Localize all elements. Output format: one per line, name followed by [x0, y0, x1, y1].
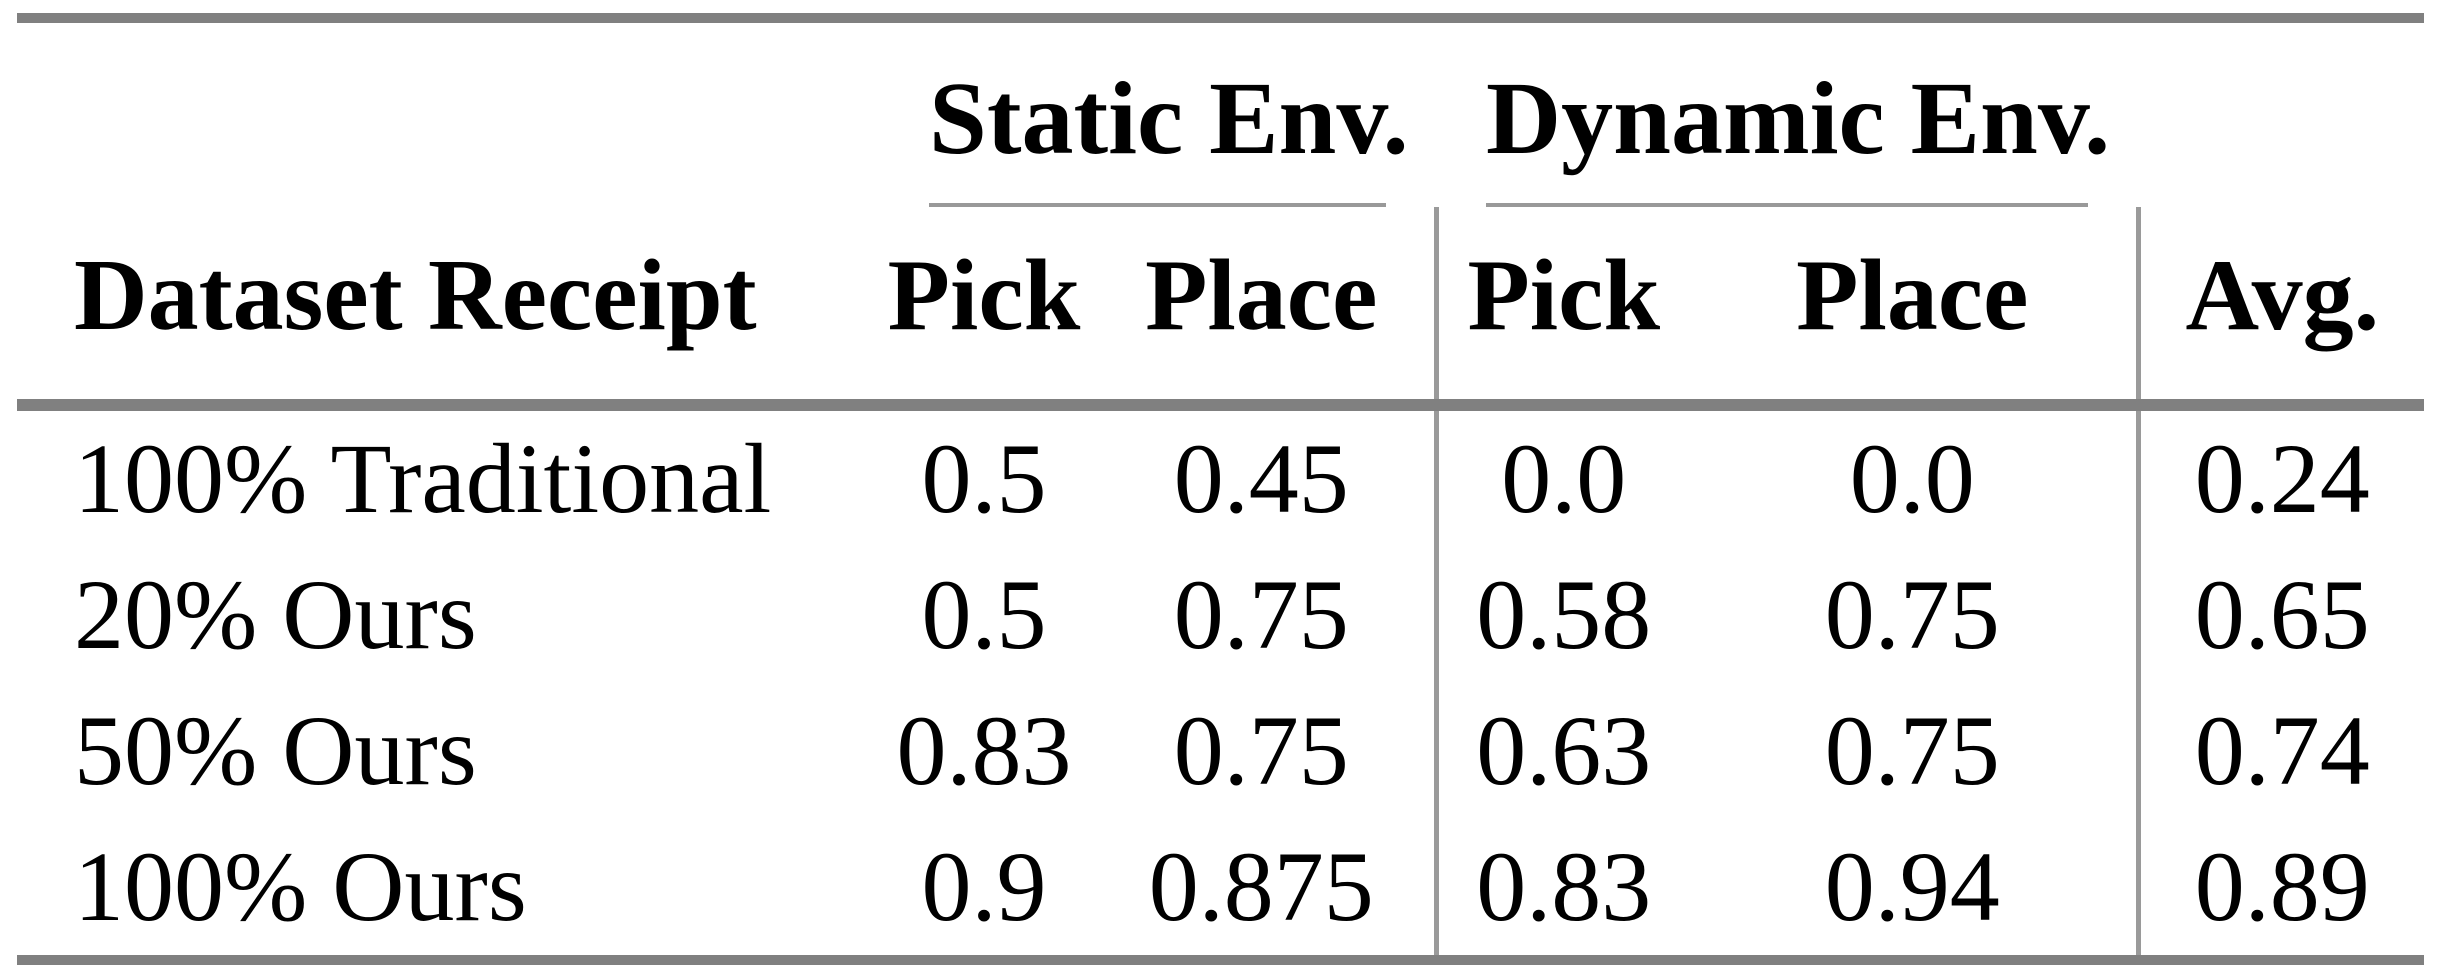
- group-header-dynamic-cell: Dynamic Env.: [1436, 18, 2138, 207]
- table-row: 100% Traditional 0.5 0.45 0.0 0.0 0.24: [17, 405, 2425, 547]
- value-cell-dynamic-pick: 0.83: [1433, 819, 1690, 965]
- value-cell-dynamic-place: 0.75: [1824, 559, 2000, 670]
- table-row: 100% Ours 0.9 0.875 0.83 0.94 0.89: [17, 819, 2425, 965]
- group-header-spacer-right: [2138, 18, 2424, 207]
- col-header-dynamic-place: Place: [1689, 207, 2139, 411]
- col-header-avg: Avg.: [2135, 207, 2425, 411]
- value-cell-static-pick: 0.83: [896, 695, 1072, 806]
- value-cell-dynamic-pick: 0.63: [1433, 683, 1690, 819]
- value-cell-dynamic-pick: 0.0: [1433, 405, 1690, 547]
- value-cell-static-place: 0.75: [1173, 695, 1349, 806]
- value-cell-avg: 0.24: [2135, 405, 2425, 547]
- row-label: 50% Ours: [74, 695, 477, 806]
- col-header-dataset-receipt: Dataset Receipt: [17, 207, 879, 411]
- row-label: 100% Traditional: [74, 423, 772, 534]
- value-cell-avg: 0.89: [2135, 819, 2425, 965]
- row-label: 100% Ours: [17, 819, 879, 965]
- column-header-row: Dataset Receipt Pick Place Pick Place Av…: [17, 207, 2425, 411]
- value-cell-dynamic-pick: 0.58: [1433, 547, 1690, 683]
- value-cell-static-place: 0.45: [1173, 423, 1349, 534]
- value-cell-static-place: 0.875: [1089, 819, 1437, 965]
- table-row: 20% Ours 0.5 0.75 0.58 0.75 0.65: [17, 547, 2425, 683]
- group-header-dynamic: Dynamic Env.: [1486, 67, 2110, 207]
- value-cell-avg: 0.65: [2135, 547, 2425, 683]
- value-cell-dynamic-place: 0.0: [1849, 423, 1975, 534]
- page: { "colors": { "background": "#ffffff", "…: [0, 13, 2440, 979]
- col-header-static-pick: Pick: [879, 207, 1089, 411]
- value-cell-static-pick: 0.5: [921, 559, 1047, 670]
- group-header-row: Static Env. Dynamic Env.: [17, 18, 2424, 207]
- group-header-spacer-left: [17, 18, 879, 207]
- value-cell-static-place: 0.75: [1173, 559, 1349, 670]
- results-table: Static Env. Dynamic Env. Dataset Receipt…: [17, 13, 2425, 965]
- col-header-static-place: Place: [1089, 207, 1437, 411]
- table-row: 50% Ours 0.83 0.75 0.63 0.75 0.74: [17, 683, 2425, 819]
- group-header-static-cell: Static Env.: [879, 18, 1436, 207]
- value-cell-avg: 0.74: [2135, 683, 2425, 819]
- group-header-static: Static Env.: [929, 67, 1409, 207]
- value-cell-static-pick: 0.9: [879, 819, 1089, 965]
- row-label: 20% Ours: [74, 559, 477, 670]
- value-cell-dynamic-place: 0.75: [1824, 695, 2000, 806]
- value-cell-dynamic-place: 0.94: [1689, 819, 2139, 965]
- col-header-dynamic-pick: Pick: [1433, 207, 1690, 411]
- value-cell-static-pick: 0.5: [921, 423, 1047, 534]
